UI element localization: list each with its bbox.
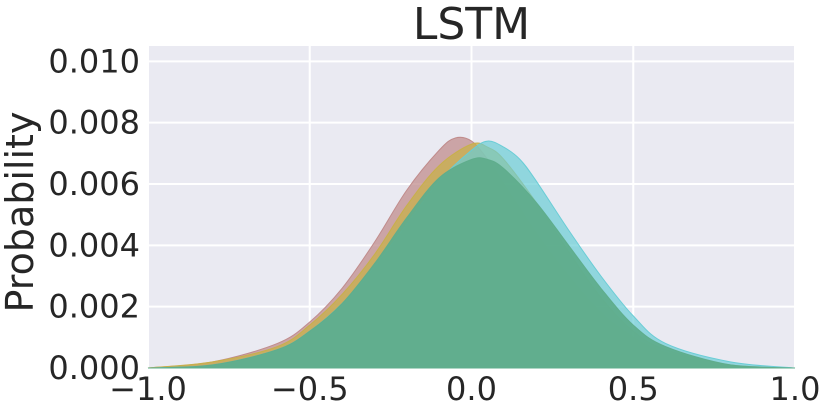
x-tick-label: −0.5 [271, 370, 349, 408]
x-tick-label: 1.0 [770, 370, 821, 408]
y-axis-label: Probability [0, 112, 42, 313]
y-tick-label: 0.010 [48, 42, 140, 80]
x-tick-label: 0.5 [608, 370, 659, 408]
chart-title: LSTM [413, 0, 530, 50]
y-tick-label: 0.000 [48, 349, 140, 387]
x-tick-labels: −1.0 −0.5 0.0 0.5 1.0 [109, 370, 820, 408]
x-tick-label: −1.0 [109, 370, 187, 408]
y-tick-labels: 0.000 0.002 0.004 0.006 0.008 0.010 [48, 42, 140, 387]
y-tick-label: 0.004 [48, 226, 140, 264]
series-areas [147, 136, 796, 369]
series-area-4 [147, 157, 796, 369]
y-tick-label: 0.002 [48, 288, 140, 326]
y-tick-label: 0.006 [48, 165, 140, 203]
x-tick-label: 0.0 [446, 370, 497, 408]
y-tick-label: 0.008 [48, 104, 140, 142]
